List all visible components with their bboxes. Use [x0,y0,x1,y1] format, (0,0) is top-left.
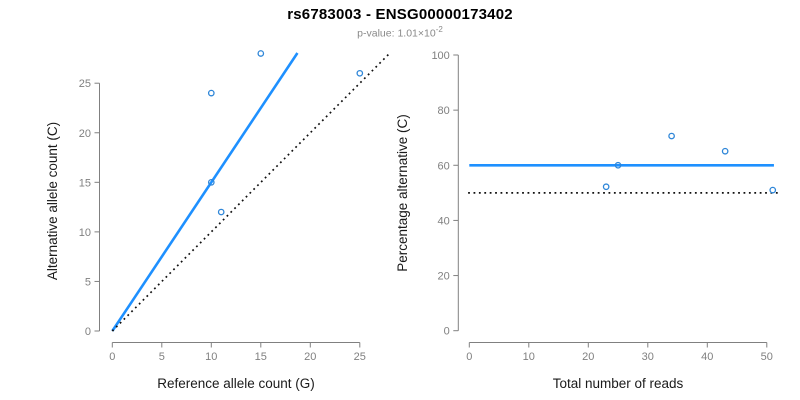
panel2-x-tick-label: 10 [523,351,535,363]
panel1-y-tick-label: 25 [79,78,91,90]
panel2-x-tick-label: 30 [642,351,654,363]
panel1-y-tick-label: 20 [79,128,91,140]
panel1-y-axis-title: Alternative allele count (C) [45,122,60,280]
panel2-y-tick-label: 40 [438,215,450,227]
panel1-y-tick-label: 0 [85,326,91,338]
panel1-identity-line [111,52,391,332]
panel1-x-tick-label: 5 [159,351,165,363]
panel2-data-point [721,147,729,155]
panel2-y-tick-label: 80 [438,105,450,117]
panel1-x-tick-label: 10 [205,351,217,363]
panel1-data-point [356,69,364,77]
panel2-x-tick-label: 40 [701,351,713,363]
panel2-y-tick-label: 20 [438,271,450,283]
panel2-y-axis-title: Percentage alternative (C) [395,114,410,272]
figure-subtitle: p-value: 1.01×10-2 [0,25,800,40]
pvalue-label: p-value: [357,27,398,40]
panel1-fit-line [111,52,299,332]
panel2-data-point [668,132,675,140]
panel1-data-point [207,178,215,186]
pvalue-mantissa: 1.01×10 [397,27,436,40]
panel2-data-point [614,161,622,169]
panel2-y-tick-label: 0 [444,326,450,338]
panel2-x-tick-label: 0 [466,351,472,363]
panel1-y-tick-label: 10 [79,227,91,239]
panel1-x-axis-title: Reference allele count (G) [157,376,315,391]
panel2-y-tick-label: 60 [438,160,450,172]
panel2-x-axis-title: Total number of reads [553,376,684,391]
panel2-data-point [769,186,777,194]
panel2-data-point [602,183,610,191]
panel1-data-point [207,89,215,97]
panel2-x-tick-label: 50 [761,351,773,363]
panel1-x-tick-label: 25 [354,351,366,363]
panel1-x-tick-label: 20 [304,351,316,363]
panel2-y-tick-label: 100 [431,50,449,62]
panel1-x-tick-label: 15 [255,351,267,363]
panel1-data-point [217,208,225,216]
panel1-y-tick-label: 15 [79,177,91,189]
figure-title: rs6783003 - ENSG00000173402 [287,6,513,23]
panel1-y-tick-label: 5 [85,276,91,288]
pvalue-exponent: -2 [435,25,443,34]
panel1-x-tick-label: 0 [109,351,115,363]
panel1-data-point [257,50,265,57]
panel2-x-tick-label: 20 [582,351,594,363]
